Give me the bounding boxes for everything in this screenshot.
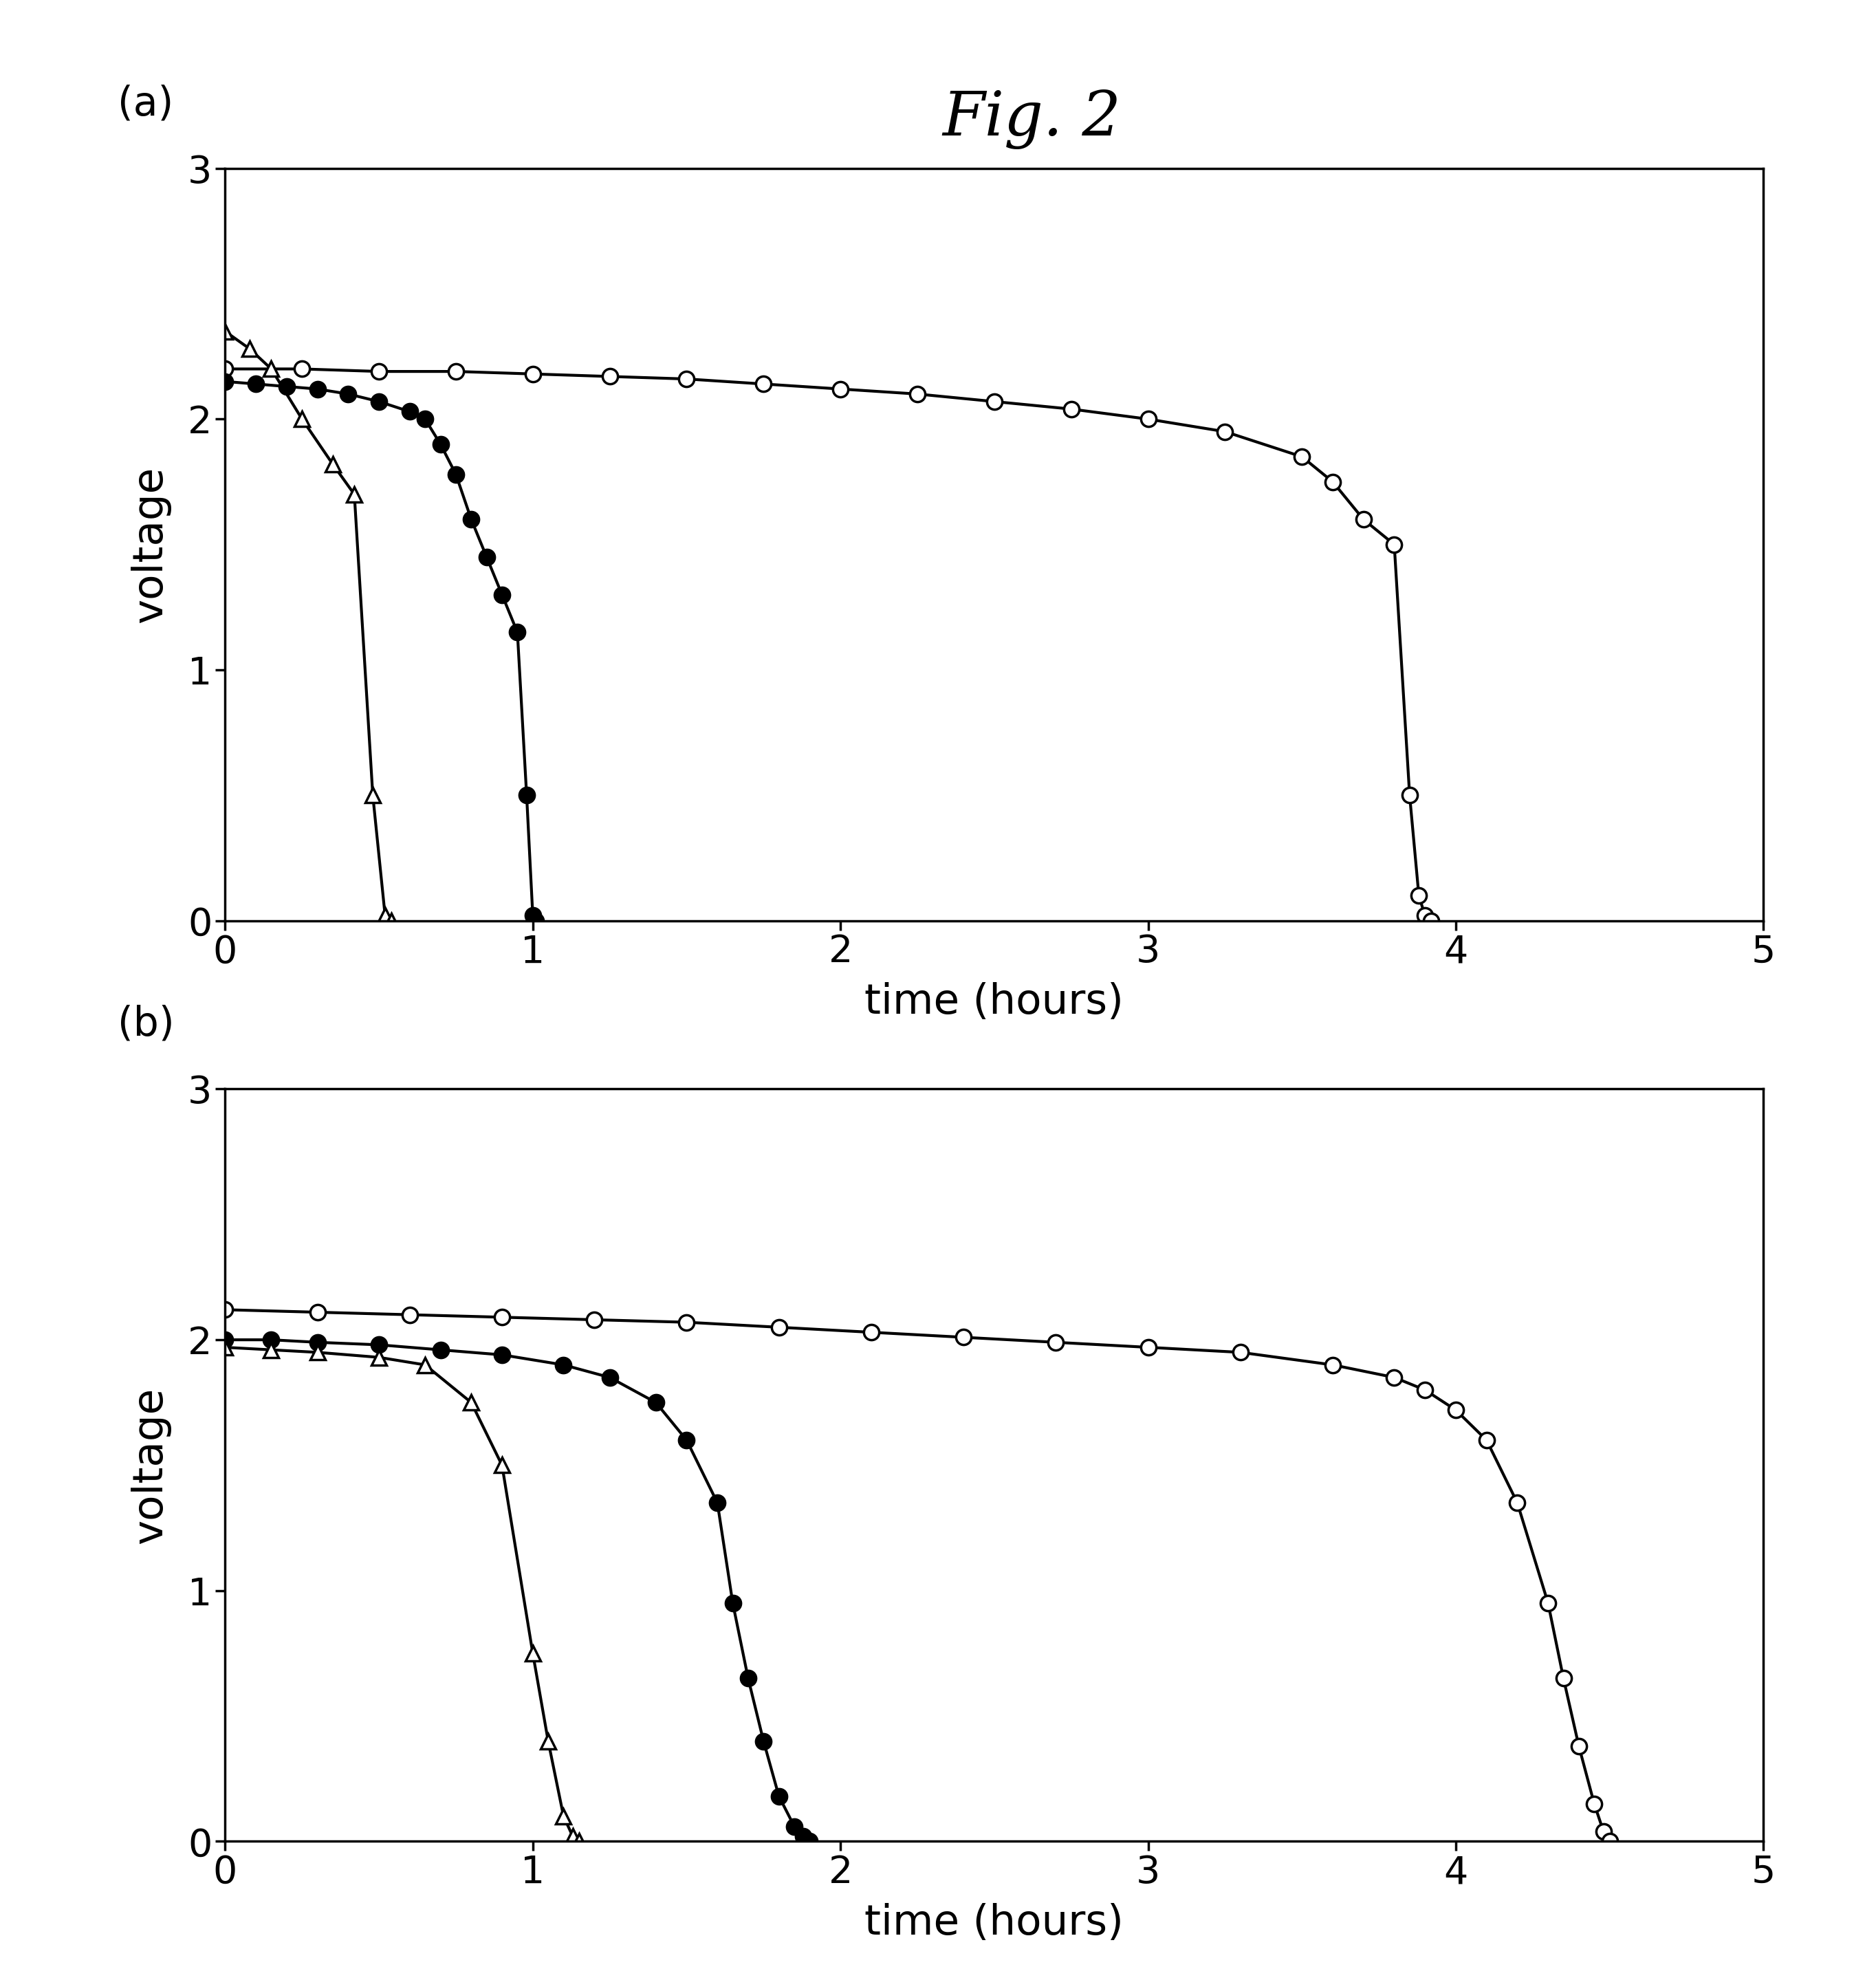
Text: (a): (a) <box>118 83 173 123</box>
X-axis label: time (hours): time (hours) <box>865 982 1124 1024</box>
Y-axis label: voltage: voltage <box>129 465 171 624</box>
Y-axis label: voltage: voltage <box>129 1386 171 1544</box>
Text: (b): (b) <box>118 1004 174 1043</box>
Text: Fig. 2: Fig. 2 <box>942 89 1122 149</box>
X-axis label: time (hours): time (hours) <box>865 1903 1124 1944</box>
